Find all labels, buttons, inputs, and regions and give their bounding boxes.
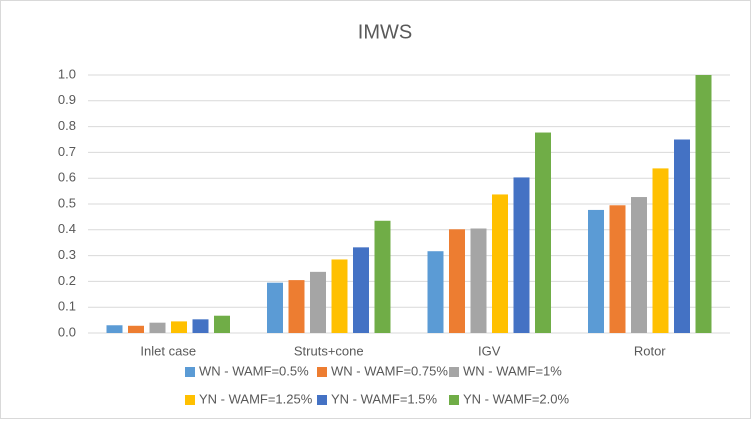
x-tick-label: Rotor [634, 343, 666, 358]
bar [374, 220, 391, 333]
x-tick-label: Struts+cone [294, 343, 364, 358]
bar [192, 319, 209, 333]
bar [470, 228, 487, 333]
bar [492, 194, 508, 333]
legend-label: YN - WAMF=2.0% [463, 391, 570, 406]
bar [106, 325, 123, 333]
y-tick-label: 0.6 [58, 170, 76, 185]
legend-swatch [185, 395, 195, 405]
y-tick-label: 0.5 [58, 195, 76, 210]
bar [214, 315, 230, 333]
legend-label: YN - WAMF=1.5% [331, 391, 438, 406]
bar [288, 280, 305, 333]
bar [427, 251, 444, 333]
bar [535, 132, 551, 333]
bar [449, 229, 465, 333]
bar [674, 139, 690, 333]
legend-label: WN - WAMF=1% [463, 363, 562, 378]
x-tick-label: Inlet case [140, 343, 196, 358]
chart-title: IMWS [358, 21, 412, 43]
y-tick-label: 0.9 [58, 92, 76, 107]
legend-swatch [185, 367, 195, 377]
bar [171, 321, 187, 333]
y-tick-label: 0.3 [58, 247, 76, 262]
x-tick-label: IGV [478, 343, 501, 358]
y-tick-label: 0.0 [58, 324, 76, 339]
legend-label: WN - WAMF=0.5% [199, 363, 309, 378]
bar [513, 177, 530, 333]
y-tick-label: 0.8 [58, 118, 76, 133]
legend-label: YN - WAMF=1.25% [199, 391, 313, 406]
y-tick-label: 0.4 [58, 221, 76, 236]
legend-swatch [317, 395, 327, 405]
bar [331, 259, 348, 333]
bar [267, 282, 283, 333]
y-tick-label: 1.0 [58, 66, 76, 81]
bar [353, 247, 369, 333]
y-tick-label: 0.2 [58, 273, 76, 288]
legend-swatch [449, 367, 459, 377]
y-tick-label: 0.7 [58, 144, 76, 159]
legend-swatch [449, 395, 459, 405]
bar [652, 168, 669, 333]
bar [588, 209, 604, 333]
y-tick-label: 0.1 [58, 299, 76, 314]
bar [695, 75, 712, 333]
bar [149, 322, 166, 333]
bar [310, 271, 326, 333]
bar [631, 197, 647, 333]
legend-swatch [317, 367, 327, 377]
legend-label: WN - WAMF=0.75% [331, 363, 448, 378]
bar [609, 205, 626, 333]
bar [128, 325, 144, 333]
